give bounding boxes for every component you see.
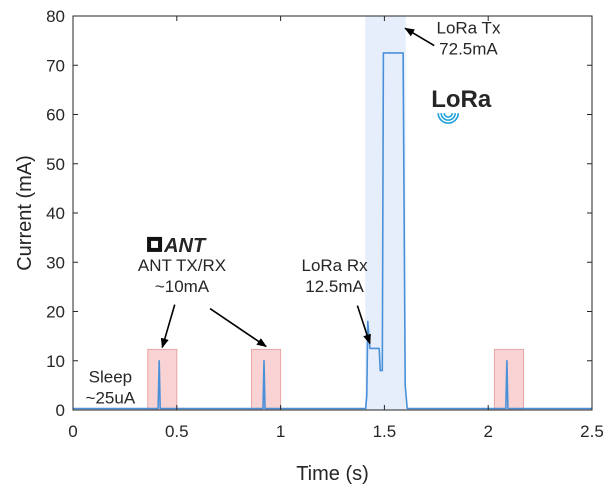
y-tick-label: 40 [46, 204, 65, 223]
lora-logo-text: LoRa [431, 86, 492, 113]
annotation-arrow-1 [209, 307, 267, 348]
annotation-text-0: 72.5mA [439, 40, 498, 59]
ant-logo: ANT [147, 235, 207, 257]
y-tick-label: 80 [46, 7, 65, 26]
highlight-region-2 [493, 348, 524, 411]
series-line-0 [73, 52, 592, 410]
annotation-arrow-3 [404, 27, 435, 47]
annotation-text-0: LoRa Tx [437, 19, 501, 38]
y-axis-label: Current (mA) [14, 155, 36, 271]
lora-logo: LoRa [431, 86, 492, 124]
series-layer [73, 52, 592, 410]
logos: ANT LoRa [147, 86, 492, 257]
annotations: LoRa Tx 72.5mA LoRa Rx 12.5mA ANT TX/RX ~10mA… [86, 19, 501, 408]
highlight-region-3 [365, 15, 406, 411]
highlight-regions [147, 15, 524, 411]
annotation-text-3: Sleep [89, 367, 132, 386]
annotation-text-3: ~25uA [86, 388, 136, 407]
ant-logo-text: ANT [163, 235, 207, 257]
highlight-region-0 [147, 348, 178, 411]
x-tick-label: 2 [483, 422, 492, 441]
y-tick-label: 50 [46, 155, 65, 174]
annotation-text-2: ~10mA [155, 277, 210, 296]
y-tick-label: 0 [56, 401, 65, 420]
x-tick-label: 1.5 [373, 422, 397, 441]
ant-logo-icon-inner [151, 240, 159, 248]
y-tick-label: 70 [46, 56, 65, 75]
x-axis-label: Time (s) [296, 463, 369, 485]
x-tick-label: 0.5 [165, 422, 189, 441]
y-tick-label: 10 [46, 352, 65, 371]
lora-signal-wave-icon [437, 113, 460, 124]
annotation-text-1: 12.5mA [305, 277, 364, 296]
highlight-region-1 [251, 348, 282, 411]
annotation-text-1: LoRa Rx [302, 256, 369, 275]
lora-signal-wave-icon [440, 113, 457, 121]
x-tick-label: 2.5 [580, 422, 604, 441]
y-tick-label: 20 [46, 303, 65, 322]
lora-signal-wave-icon [443, 112, 454, 118]
x-tick-label: 0 [68, 422, 77, 441]
y-tick-label: 30 [46, 253, 65, 272]
annotation-text-2: ANT TX/RX [138, 256, 226, 275]
y-tick-label: 60 [46, 106, 65, 125]
annotation-arrow-2 [356, 305, 371, 345]
annotation-arrow-0 [160, 304, 176, 349]
axes: 0 0.5 1 1.5 2 2.5 0 10 20 30 40 50 60 70 80 Time (s) Cur… [14, 7, 604, 485]
x-tick-label: 1 [276, 422, 285, 441]
